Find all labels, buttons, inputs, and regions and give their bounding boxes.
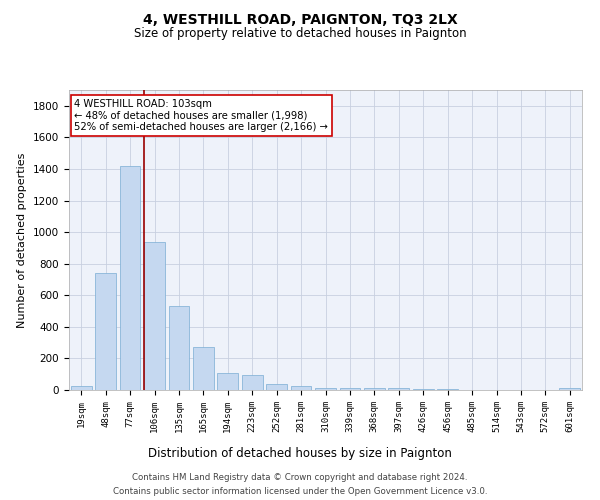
Text: Contains public sector information licensed under the Open Government Licence v3: Contains public sector information licen… bbox=[113, 488, 487, 496]
Bar bbox=[71, 386, 92, 390]
Bar bbox=[315, 388, 336, 390]
Bar bbox=[364, 388, 385, 390]
Bar bbox=[119, 166, 140, 390]
Bar bbox=[290, 386, 311, 390]
Y-axis label: Number of detached properties: Number of detached properties bbox=[17, 152, 28, 328]
Bar bbox=[340, 388, 361, 390]
Bar bbox=[437, 389, 458, 390]
Bar bbox=[388, 388, 409, 390]
Bar bbox=[95, 273, 116, 390]
Text: 4, WESTHILL ROAD, PAIGNTON, TQ3 2LX: 4, WESTHILL ROAD, PAIGNTON, TQ3 2LX bbox=[143, 12, 457, 26]
Bar bbox=[413, 389, 434, 390]
Bar bbox=[169, 306, 190, 390]
Bar bbox=[217, 374, 238, 390]
Text: Distribution of detached houses by size in Paignton: Distribution of detached houses by size … bbox=[148, 448, 452, 460]
Bar bbox=[193, 348, 214, 390]
Text: 4 WESTHILL ROAD: 103sqm
← 48% of detached houses are smaller (1,998)
52% of semi: 4 WESTHILL ROAD: 103sqm ← 48% of detache… bbox=[74, 99, 328, 132]
Bar bbox=[242, 375, 263, 390]
Text: Contains HM Land Registry data © Crown copyright and database right 2024.: Contains HM Land Registry data © Crown c… bbox=[132, 472, 468, 482]
Text: Size of property relative to detached houses in Paignton: Size of property relative to detached ho… bbox=[134, 28, 466, 40]
Bar bbox=[266, 384, 287, 390]
Bar bbox=[559, 388, 580, 390]
Bar bbox=[144, 242, 165, 390]
